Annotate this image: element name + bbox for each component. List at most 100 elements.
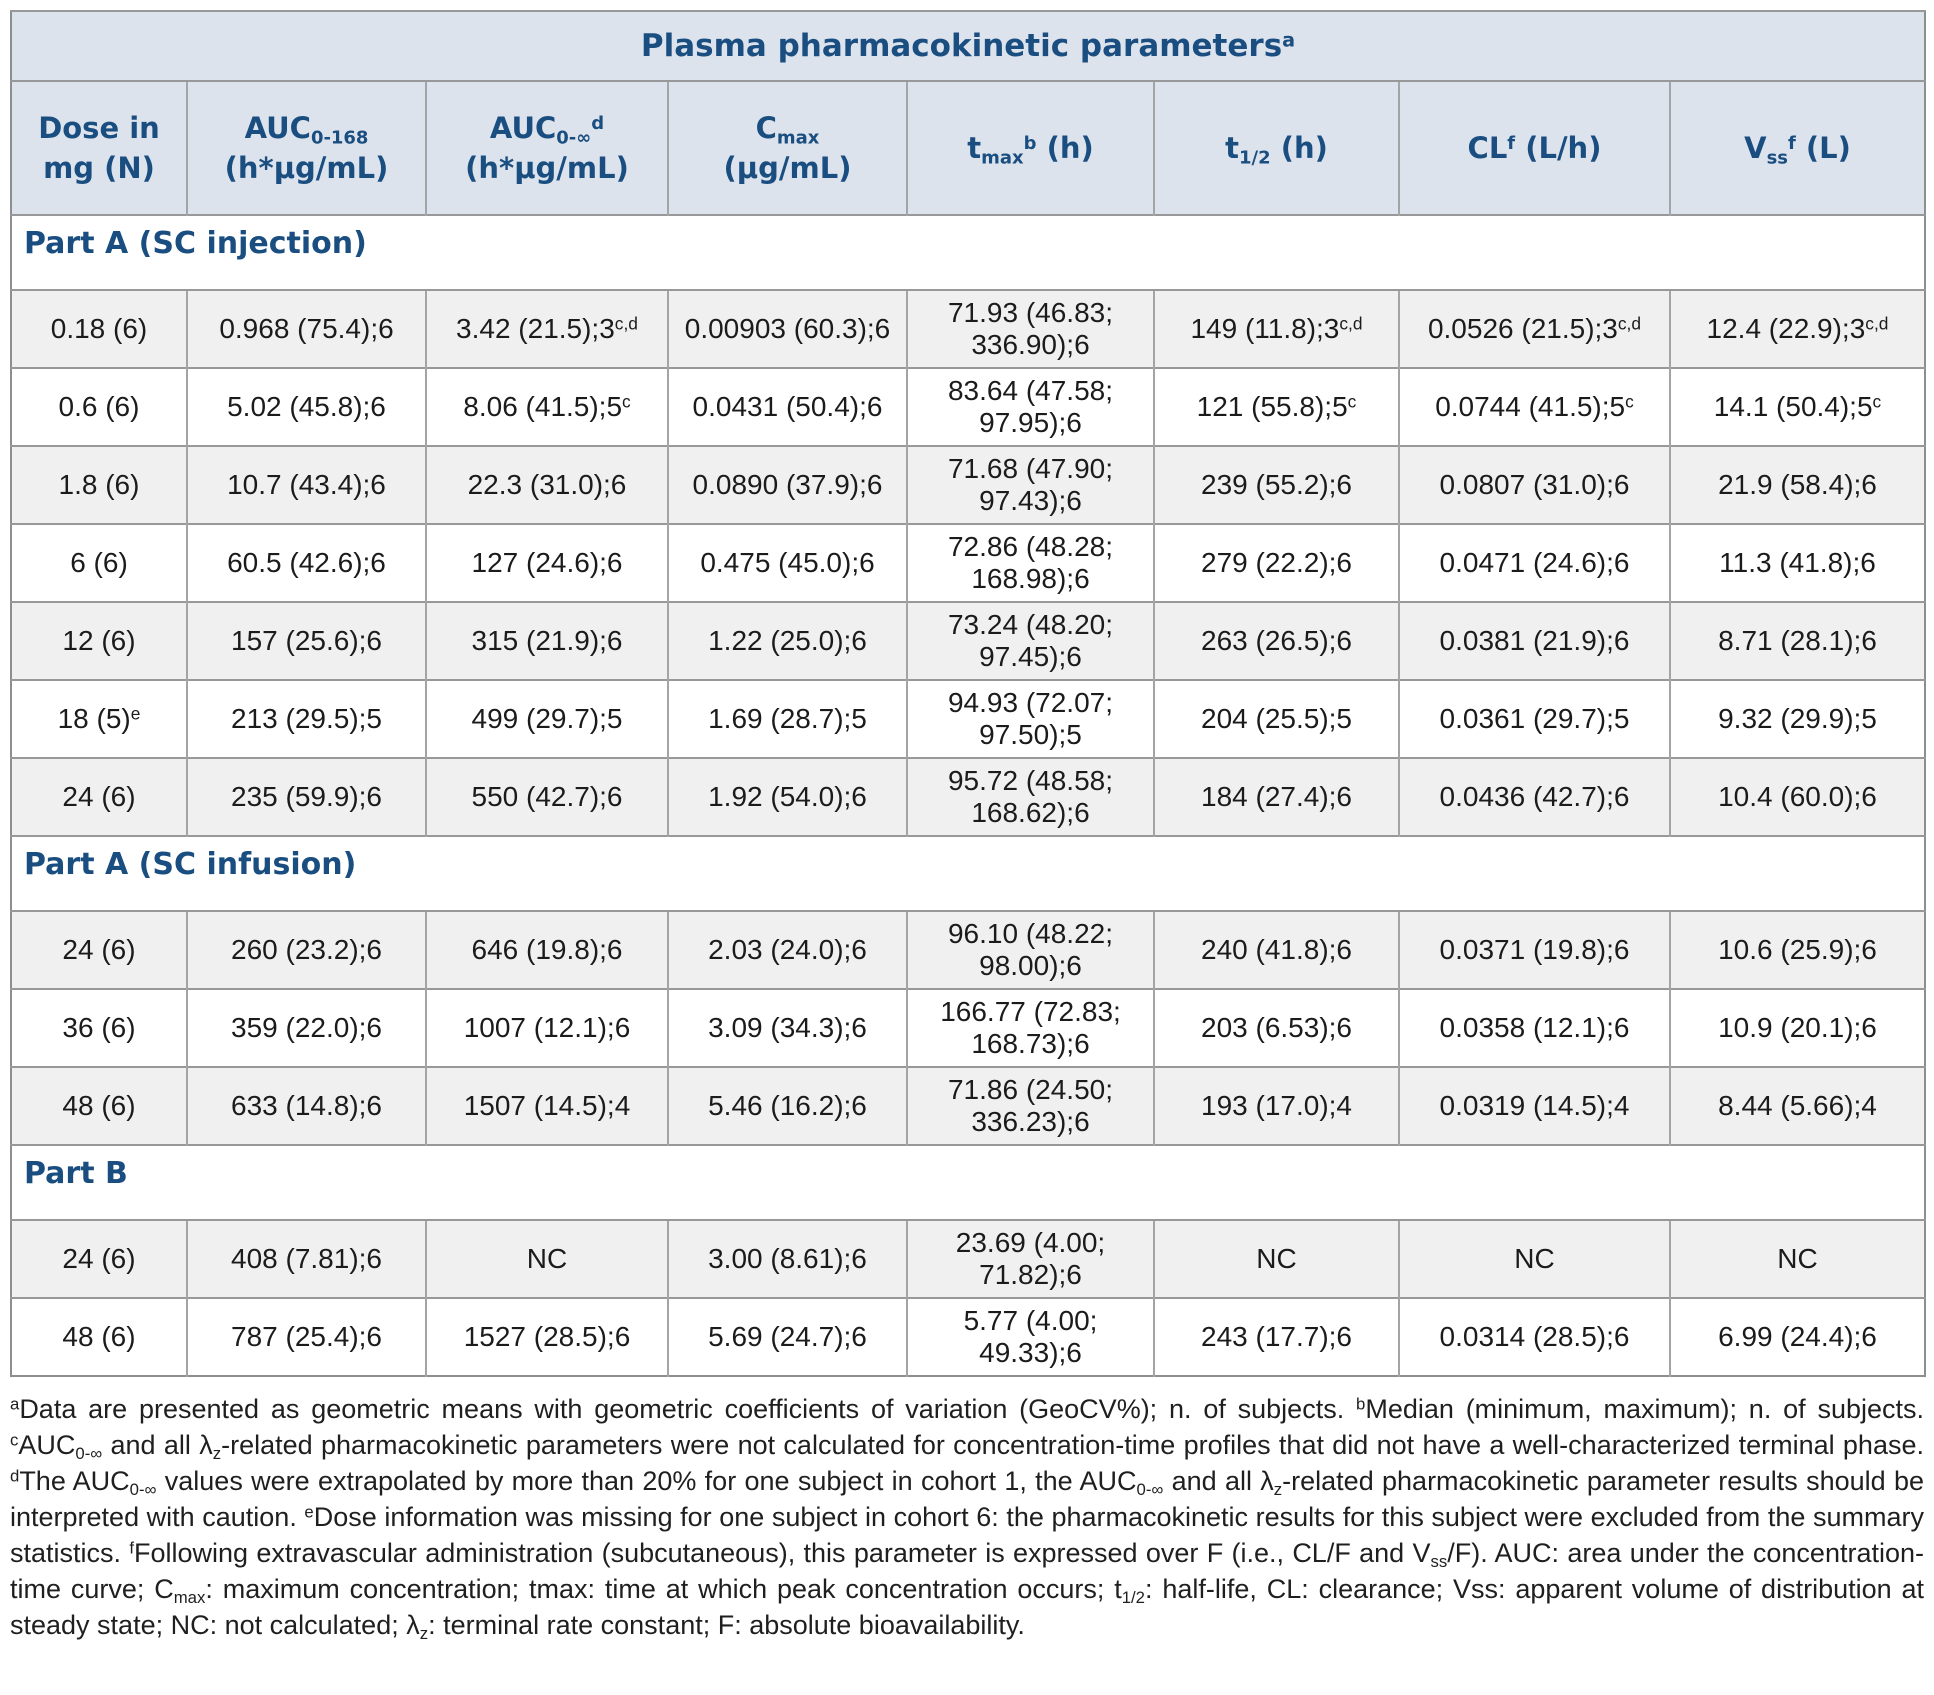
table-cell-dose: 24 (6): [11, 757, 187, 836]
table-row: 18 (5)e 213 (29.5);5 499 (29.7);5 1.69 (28.…: [11, 679, 1925, 758]
column-header-auc0inf: AUC0-∞d (h*μg/mL): [425, 80, 668, 215]
table-cell-vss: 10.6 (25.9);6: [1669, 910, 1925, 989]
table-cell-t_half: 193 (17.0);4: [1153, 1066, 1399, 1145]
table-cell-tmax: 166.77 (72.83; 168.73);6: [906, 988, 1154, 1067]
table-cell-cmax: 0.0890 (37.9);6: [667, 445, 907, 524]
column-header-row: Dose in mg (N) AUC0-168 (h*μg/mL) AUC0-∞…: [11, 80, 1925, 215]
table-cell-cl: 0.0807 (31.0);6: [1398, 445, 1670, 524]
table-cell-dose: 48 (6): [11, 1297, 187, 1376]
table-cell-auc0_168: 260 (23.2);6: [186, 910, 426, 989]
table-cell-vss: 14.1 (50.4);5c: [1669, 367, 1925, 446]
table-cell-cmax: 3.09 (34.3);6: [667, 988, 907, 1067]
table-cell-auc0_inf: 1507 (14.5);4: [425, 1066, 668, 1145]
table-cell-auc0_inf: 3.42 (21.5);3c,d: [425, 289, 668, 368]
table-cell-auc0_168: 235 (59.9);6: [186, 757, 426, 836]
table-row: 48 (6) 787 (25.4);6 1527 (28.5);6 5.69 (24.…: [11, 1297, 1925, 1376]
table-title: Plasma pharmacokinetic parametersa: [11, 10, 1925, 81]
table-row: 48 (6) 633 (14.8);6 1507 (14.5);4 5.46 (16.…: [11, 1066, 1925, 1145]
table-cell-cl: NC: [1398, 1219, 1670, 1298]
table-cell-cl: 0.0381 (21.9);6: [1398, 601, 1670, 680]
table-cell-cmax: 5.69 (24.7);6: [667, 1297, 907, 1376]
table-cell-vss: 12.4 (22.9);3c,d: [1669, 289, 1925, 368]
table-title-row: Plasma pharmacokinetic parametersa: [11, 10, 1925, 81]
table-cell-t_half: 203 (6.53);6: [1153, 988, 1399, 1067]
table-cell-auc0_inf: 127 (24.6);6: [425, 523, 668, 602]
section-row: Part B: [11, 1144, 1925, 1220]
table-cell-vss: 6.99 (24.4);6: [1669, 1297, 1925, 1376]
table-row: 0.18 (6) 0.968 (75.4);6 3.42 (21.5);3c,d 0.…: [11, 289, 1925, 368]
column-header-thalf: t1/2 (h): [1153, 80, 1399, 215]
section-label: Part A (SC injection): [11, 214, 1925, 290]
table-cell-cmax: 2.03 (24.0);6: [667, 910, 907, 989]
table-cell-auc0_inf: NC: [425, 1219, 668, 1298]
table-row: 36 (6) 359 (22.0);6 1007 (12.1);6 3.09 (34.…: [11, 988, 1925, 1067]
table-cell-t_half: 240 (41.8);6: [1153, 910, 1399, 989]
table-cell-tmax: 71.93 (46.83; 336.90);6: [906, 289, 1154, 368]
table-cell-auc0_168: 60.5 (42.6);6: [186, 523, 426, 602]
table-cell-cl: 0.0371 (19.8);6: [1398, 910, 1670, 989]
table-cell-auc0_168: 5.02 (45.8);6: [186, 367, 426, 446]
table-cell-auc0_168: 10.7 (43.4);6: [186, 445, 426, 524]
table-cell-dose: 36 (6): [11, 988, 187, 1067]
table-cell-tmax: 83.64 (47.58; 97.95);6: [906, 367, 1154, 446]
table-cell-vss: 8.71 (28.1);6: [1669, 601, 1925, 680]
table-cell-dose: 0.18 (6): [11, 289, 187, 368]
table-cell-cmax: 1.69 (28.7);5: [667, 679, 907, 758]
table-cell-cmax: 0.0431 (50.4);6: [667, 367, 907, 446]
table-cell-tmax: 96.10 (48.22; 98.00);6: [906, 910, 1154, 989]
column-header-tmax: tmaxb (h): [906, 80, 1154, 215]
table-cell-cl: 0.0526 (21.5);3c,d: [1398, 289, 1670, 368]
table-cell-cmax: 1.92 (54.0);6: [667, 757, 907, 836]
table-cell-t_half: NC: [1153, 1219, 1399, 1298]
table-cell-auc0_inf: 646 (19.8);6: [425, 910, 668, 989]
table-cell-vss: 11.3 (41.8);6: [1669, 523, 1925, 602]
table-cell-cl: 0.0314 (28.5);6: [1398, 1297, 1670, 1376]
table-cell-cl: 0.0471 (24.6);6: [1398, 523, 1670, 602]
table-cell-cmax: 3.00 (8.61);6: [667, 1219, 907, 1298]
table-cell-auc0_168: 408 (7.81);6: [186, 1219, 426, 1298]
table-row: 24 (6) 235 (59.9);6 550 (42.7);6 1.92 (54.0…: [11, 757, 1925, 836]
table-cell-auc0_inf: 315 (21.9);6: [425, 601, 668, 680]
table-footnote: aData are presented as geometric means w…: [10, 1394, 1924, 1644]
section-row: Part A (SC infusion): [11, 835, 1925, 911]
document-page: Plasma pharmacokinetic parametersa Dose …: [10, 10, 1926, 1644]
table-cell-vss: 9.32 (29.9);5: [1669, 679, 1925, 758]
column-header-cl: CLf (L/h): [1398, 80, 1670, 215]
table-cell-cmax: 1.22 (25.0);6: [667, 601, 907, 680]
table-cell-cl: 0.0358 (12.1);6: [1398, 988, 1670, 1067]
section-label: Part A (SC infusion): [11, 835, 1925, 911]
table-row: 24 (6) 260 (23.2);6 646 (19.8);6 2.03 (24.0…: [11, 910, 1925, 989]
section-row: Part A (SC injection): [11, 214, 1925, 290]
table-cell-tmax: 71.86 (24.50; 336.23);6: [906, 1066, 1154, 1145]
table-cell-t_half: 121 (55.8);5c: [1153, 367, 1399, 446]
table-cell-auc0_168: 213 (29.5);5: [186, 679, 426, 758]
table-cell-t_half: 263 (26.5);6: [1153, 601, 1399, 680]
table-cell-auc0_inf: 499 (29.7);5: [425, 679, 668, 758]
table-cell-cl: 0.0436 (42.7);6: [1398, 757, 1670, 836]
table-cell-dose: 12 (6): [11, 601, 187, 680]
table-cell-dose: 24 (6): [11, 1219, 187, 1298]
table-cell-auc0_168: 0.968 (75.4);6: [186, 289, 426, 368]
column-header-dose: Dose in mg (N): [11, 80, 187, 215]
table-row: 1.8 (6) 10.7 (43.4);6 22.3 (31.0);6 0.0890 …: [11, 445, 1925, 524]
table-cell-auc0_inf: 550 (42.7);6: [425, 757, 668, 836]
table-cell-auc0_inf: 8.06 (41.5);5c: [425, 367, 668, 446]
table-cell-dose: 48 (6): [11, 1066, 187, 1145]
column-header-vss: Vssf (L): [1669, 80, 1925, 215]
section-label: Part B: [11, 1144, 1925, 1220]
table-cell-cl: 0.0744 (41.5);5c: [1398, 367, 1670, 446]
table-cell-t_half: 149 (11.8);3c,d: [1153, 289, 1399, 368]
table-cell-tmax: 94.93 (72.07; 97.50);5: [906, 679, 1154, 758]
table-cell-vss: 10.4 (60.0);6: [1669, 757, 1925, 836]
table-cell-cmax: 0.475 (45.0);6: [667, 523, 907, 602]
column-header-cmax: Cmax (μg/mL): [667, 80, 907, 215]
table-cell-tmax: 71.68 (47.90; 97.43);6: [906, 445, 1154, 524]
table-cell-cl: 0.0361 (29.7);5: [1398, 679, 1670, 758]
table-cell-auc0_inf: 1007 (12.1);6: [425, 988, 668, 1067]
table-row: 24 (6) 408 (7.81);6 NC 3.00 (8.61);6 23.69 (…: [11, 1219, 1925, 1298]
table-row: 6 (6) 60.5 (42.6);6 127 (24.6);6 0.475 (45.…: [11, 523, 1925, 602]
table-cell-dose: 24 (6): [11, 910, 187, 989]
table-body: Part A (SC injection) 0.18 (6) 0.968 (75.4…: [11, 214, 1925, 1376]
table-cell-tmax: 73.24 (48.20; 97.45);6: [906, 601, 1154, 680]
table-cell-dose: 1.8 (6): [11, 445, 187, 524]
